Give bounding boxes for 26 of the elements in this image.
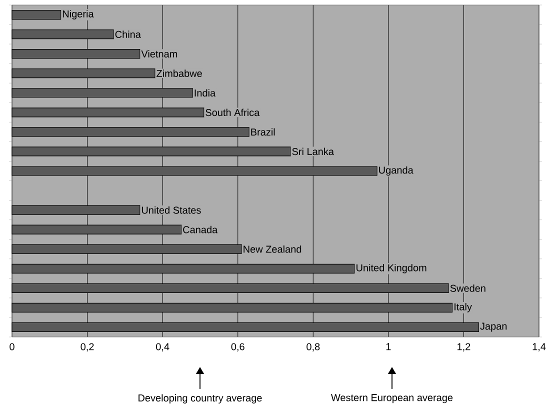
y-tick-label: United Kingdom: [356, 264, 426, 274]
y-tick-label: China: [115, 30, 141, 38]
y-tick-label: Nigeria: [62, 10, 94, 20]
x-tick-label: 0,2: [80, 343, 94, 352]
y-tick-label: Canada: [183, 226, 218, 234]
x-tick-label: 1: [386, 343, 391, 350]
y-tick-label: Brazil: [251, 128, 275, 136]
y-tick-label: Uganda: [379, 166, 414, 176]
x-tick-label: 1,4: [532, 343, 546, 352]
x-tick-label: 0,8: [306, 343, 320, 352]
x-tick-label: 0: [10, 343, 14, 350]
y-tick-label: Japan: [480, 322, 507, 332]
y-tick-label: Italy: [454, 303, 472, 312]
y-tick-label: New Zealand: [244, 245, 302, 253]
text: Western European average: [330, 394, 453, 404]
text: Developing country average: [138, 394, 262, 404]
x-tick-label: 0,4: [156, 343, 170, 352]
y-tick-label: Sri Lanka: [292, 148, 334, 156]
y-tick-label: Sweden: [450, 284, 486, 292]
x-tick-label: 1,2: [458, 343, 470, 352]
y-tick-label: Vietnam: [141, 50, 178, 58]
x-tick-label: 0,6: [231, 343, 244, 352]
y-tick-label: Zimbabwe: [156, 70, 202, 78]
y-tick-label: United States: [142, 206, 201, 214]
y-tick-label: South Africa: [206, 108, 260, 116]
y-tick-label: India: [194, 89, 216, 97]
